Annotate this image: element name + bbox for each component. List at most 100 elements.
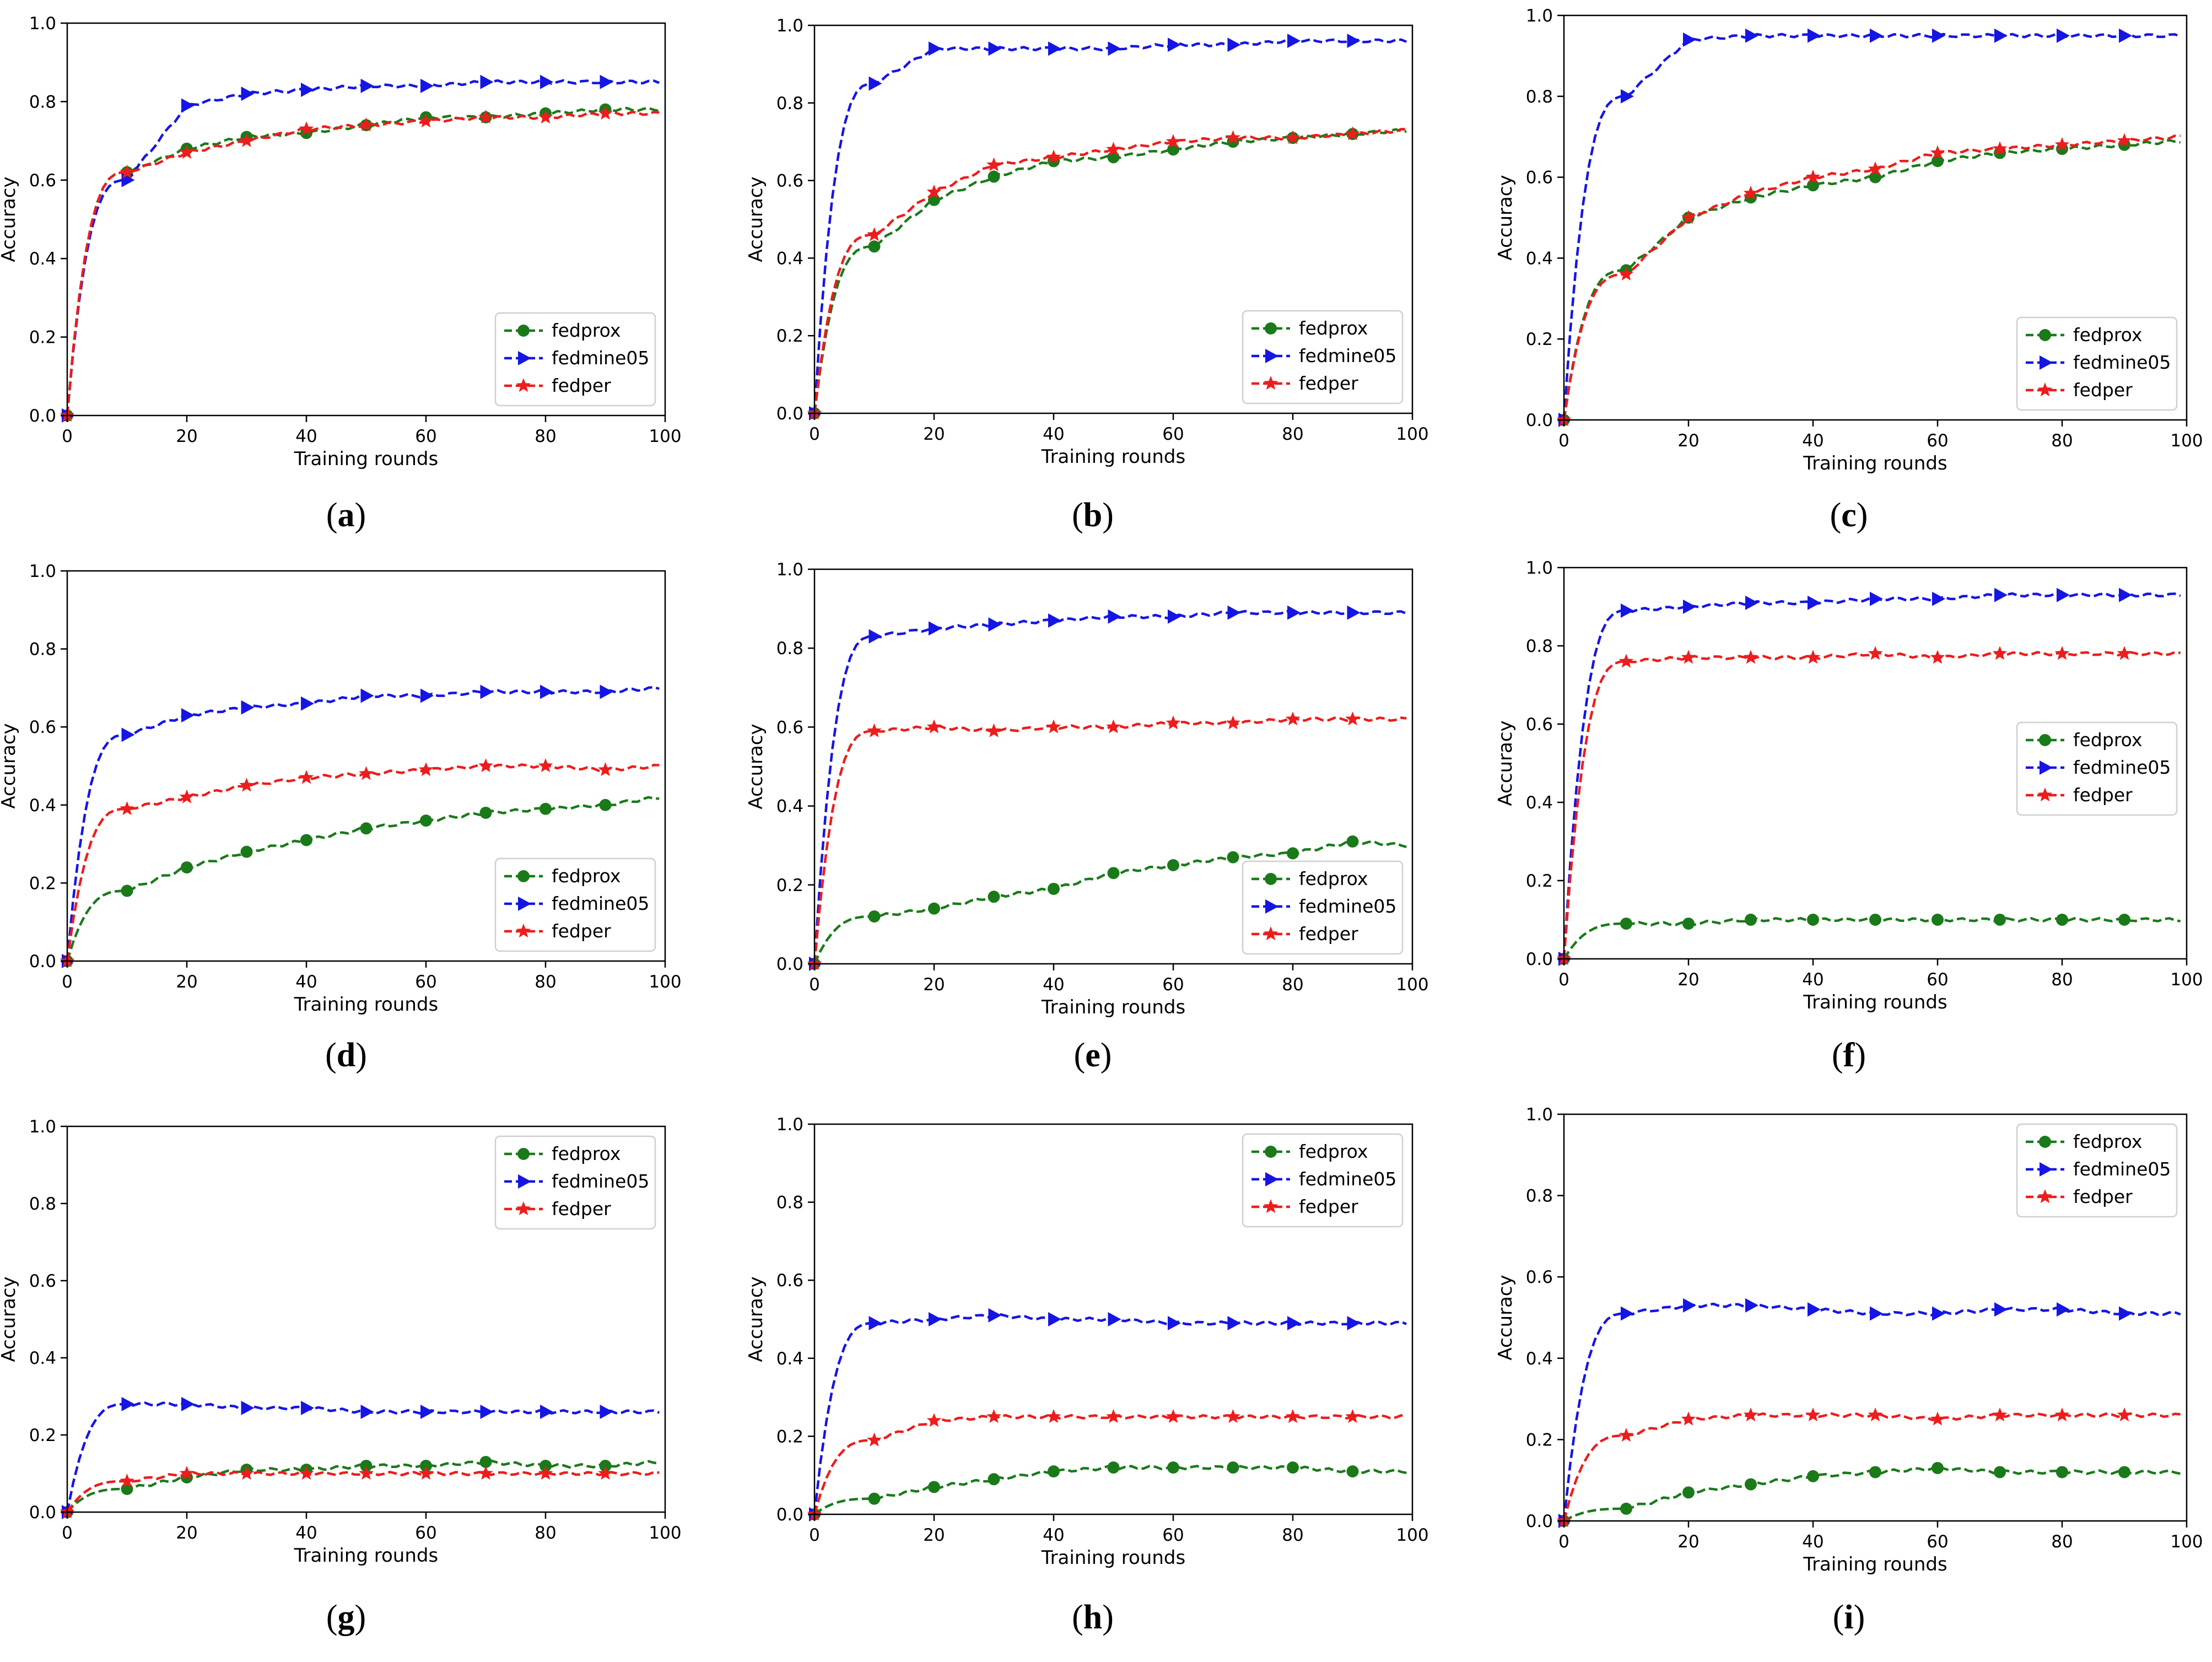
- y-tick-label: 0.0: [776, 1505, 803, 1525]
- legend: fedprox fedmine05 fedper: [2016, 1123, 2178, 1218]
- data-point-fedper-20: [1681, 650, 1696, 664]
- data-point-fedper-10: [120, 801, 134, 816]
- series-fedper: [1556, 1407, 2181, 1528]
- data-point-fedmine05-60: [1932, 591, 1945, 606]
- plot-frame: [66, 570, 666, 962]
- data-point-fedmine05-20: [181, 708, 195, 722]
- y-tick-label: 0.6: [29, 717, 56, 737]
- data-point-fedper-20: [179, 789, 195, 803]
- panel-label: (c): [1830, 497, 1868, 534]
- data-point-fedper-90: [1345, 126, 1360, 141]
- plot-frame: [1563, 1113, 2188, 1522]
- chart-panel-h: 0 20 40 60 80 100 0.0 0.2 0.4 0.6 0.8 1.0 Training r…: [745, 1115, 1429, 1636]
- data-point-fedprox-10: [1620, 1502, 1632, 1515]
- data-point-fedper-40: [299, 121, 314, 136]
- x-tick-label: 20: [1677, 1532, 1699, 1552]
- x-tick-label: 40: [1043, 424, 1064, 444]
- data-point-fedper-40: [1046, 149, 1061, 164]
- legend-marker-fedprox: [1265, 873, 1277, 885]
- y-tick-label: 1.0: [29, 562, 56, 581]
- data-point-fedmine05-30: [988, 1308, 1002, 1323]
- y-tick-label: 0.6: [1526, 715, 1553, 735]
- data-point-fedprox-30: [988, 170, 1000, 183]
- data-point-fedmine05-20: [1683, 600, 1696, 614]
- data-point-fedmine05-90: [600, 74, 613, 89]
- plot-frame: [813, 568, 1413, 965]
- data-point-fedper-90: [598, 1466, 613, 1480]
- data-point-fedmine05-50: [1108, 1312, 1121, 1326]
- data-point-fedmine05-40: [1048, 613, 1061, 628]
- legend-marker-fedprox: [517, 1148, 530, 1160]
- x-tick-label: 80: [535, 972, 556, 992]
- data-point-fedprox-80: [1287, 1461, 1299, 1474]
- data-point-fedmine05-80: [540, 684, 553, 699]
- data-point-fedmine05-60: [1168, 1316, 1181, 1331]
- y-tick-label: 1.0: [1526, 558, 1553, 578]
- x-tick-label: 0: [1558, 431, 1569, 451]
- data-point-fedprox-80: [2056, 914, 2068, 926]
- data-point-fedprox-60: [1932, 155, 1944, 168]
- data-point-fedmine05-90: [2119, 1306, 2132, 1321]
- data-point-fedmine05-40: [301, 696, 314, 711]
- y-tick-label: 1.0: [776, 16, 803, 36]
- legend-box: [1242, 1133, 1404, 1228]
- legend-label-fedmine05: fedmine05: [1299, 345, 1396, 366]
- y-tick-label: 0.6: [29, 1271, 56, 1291]
- legend-marker-fedper: [1263, 376, 1278, 390]
- data-point-fedmine05-60: [1932, 28, 1945, 43]
- legend-label-fedper: fedper: [1299, 373, 1358, 394]
- legend-marker-fedper: [516, 378, 531, 392]
- data-point-fedmine05-90: [600, 1405, 613, 1419]
- data-point-fedmine05-60: [420, 78, 434, 93]
- data-point-fedprox-10: [868, 910, 881, 923]
- y-tick-label: 0.2: [29, 328, 56, 348]
- data-point-fedmine05-80: [1287, 1316, 1301, 1331]
- data-point-fedper-30: [986, 157, 1001, 171]
- data-point-fedmine05-70: [1227, 605, 1241, 620]
- series-line-fedprox: [1562, 138, 2181, 420]
- panel-label: (d): [325, 1037, 367, 1074]
- data-point-fedprox-70: [479, 1456, 492, 1468]
- legend-marker-fedper: [516, 924, 531, 938]
- y-tick-label: 0.4: [776, 1349, 803, 1369]
- data-point-fedmine05-70: [480, 74, 494, 89]
- series-fedmine05: [62, 684, 660, 968]
- y-tick-label: 0.2: [29, 1426, 56, 1445]
- data-point-fedmine05-70: [1227, 37, 1241, 52]
- series-line-fedmine05: [1562, 1302, 2181, 1521]
- data-point-fedper-50: [1868, 161, 1883, 176]
- data-point-fedmine05-30: [1745, 28, 1758, 43]
- data-point-fedmine05-70: [1994, 587, 2008, 602]
- legend-marker-fedmine05: [518, 1174, 531, 1189]
- data-point-fedprox-20: [928, 902, 940, 915]
- data-point-fedper-10: [867, 227, 882, 241]
- legend-label-fedper: fedper: [552, 1198, 611, 1219]
- y-axis-label: Accuracy: [745, 176, 767, 262]
- data-point-fedper-60: [418, 114, 434, 128]
- data-point-fedmine05-10: [1621, 1306, 1634, 1321]
- panel-label: (h): [1072, 1599, 1114, 1636]
- data-point-fedper-60: [1166, 134, 1181, 148]
- data-point-fedper-90: [1345, 1409, 1360, 1423]
- y-tick-label: 0.2: [776, 1427, 803, 1447]
- legend-label-fedprox: fedprox: [552, 1143, 621, 1164]
- data-point-fedprox-30: [240, 845, 253, 858]
- data-point-fedprox-30: [988, 891, 1000, 903]
- x-tick-label: 0: [62, 1523, 73, 1543]
- x-tick-label: 60: [1162, 424, 1184, 444]
- data-point-fedprox-20: [928, 1481, 940, 1493]
- x-tick-label: 80: [2051, 970, 2073, 990]
- data-point-fedmine05-30: [988, 617, 1002, 632]
- legend-label-fedmine05: fedmine05: [552, 1170, 649, 1192]
- y-tick-label: 0.4: [776, 249, 803, 268]
- data-point-fedper-10: [120, 164, 134, 179]
- data-point-fedper-30: [986, 723, 1001, 737]
- data-point-fedmine05-70: [480, 1405, 494, 1419]
- data-point-fedmine05-10: [1621, 603, 1634, 618]
- series-fedprox: [61, 796, 660, 967]
- legend-label-fedmine05: fedmine05: [552, 347, 649, 369]
- data-point-fedper-30: [239, 778, 254, 792]
- y-axis-label: Accuracy: [1495, 175, 1517, 260]
- series-fedprox: [1558, 1462, 2181, 1527]
- series-line-fedper: [813, 128, 1407, 414]
